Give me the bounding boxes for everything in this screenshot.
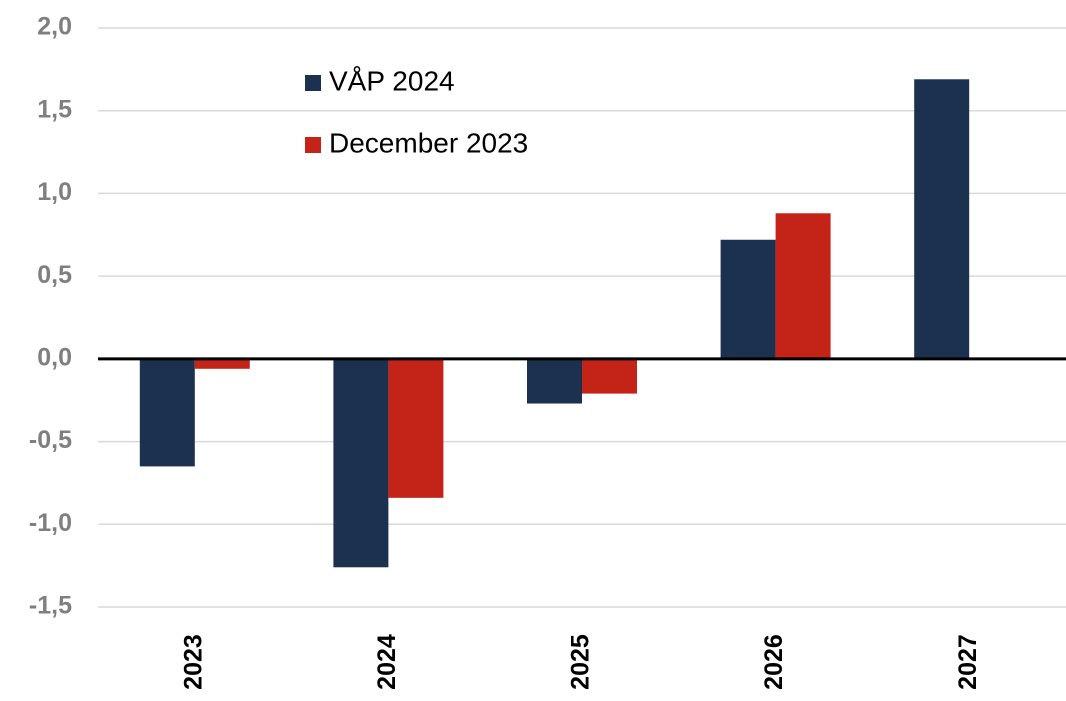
y-tick-label: 0,0: [37, 343, 72, 371]
x-tick-label: 2023: [179, 634, 207, 690]
legend-swatch: [305, 75, 321, 91]
legend-label: December 2023: [329, 127, 528, 158]
bar: [139, 358, 195, 467]
bar: [720, 239, 776, 359]
y-tick-label: 1,5: [37, 95, 72, 123]
bar: [388, 358, 444, 498]
x-tick-label: 2025: [567, 634, 595, 690]
bar: [527, 358, 582, 404]
x-tick-label: 2026: [760, 634, 788, 690]
y-tick-label: 2,0: [37, 13, 72, 41]
legend-swatch: [305, 137, 321, 153]
y-tick-label: -0,5: [29, 426, 72, 454]
x-tick-label: 2027: [954, 634, 982, 690]
y-tick-label: 1,0: [37, 178, 72, 206]
legend-label: VÅP 2024: [329, 65, 455, 96]
bar: [333, 358, 389, 568]
y-tick-label: -1,0: [29, 509, 72, 537]
y-tick-label: -1,5: [29, 592, 72, 620]
y-tick-label: 0,5: [37, 261, 72, 289]
bar: [775, 213, 831, 359]
bar: [194, 358, 250, 369]
bar: [914, 79, 970, 359]
x-tick-label: 2024: [373, 634, 401, 690]
bar: [582, 358, 637, 394]
